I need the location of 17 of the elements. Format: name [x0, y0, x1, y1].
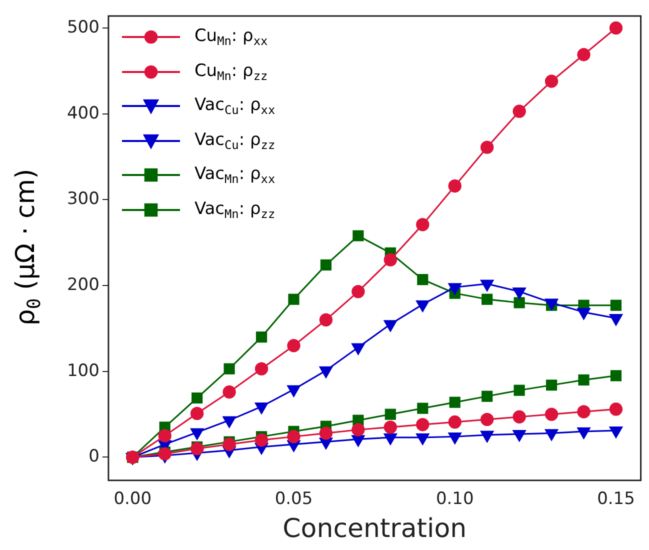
y-tick-label: 400 [66, 103, 100, 124]
y-tick-label: 200 [66, 274, 100, 295]
y-tick-label: 0 [88, 446, 100, 467]
x-tick-label: 0.10 [436, 489, 474, 510]
x-tick-label: 0.05 [274, 489, 313, 510]
legend-label: Cu$_{Mn}$: ρ$_{zz}$ [194, 60, 268, 83]
x-tick-label: 0.15 [597, 489, 635, 510]
legend-label: Vac$_{Mn}$: ρ$_{xx}$ [194, 164, 276, 186]
x-axis-title: Concentration [282, 514, 467, 544]
legend-label: Vac$_{Mn}$: ρ$_{zz}$ [194, 198, 276, 221]
y-tick-label: 100 [66, 360, 100, 381]
legend-label: Cu$_{Mn}$: ρ$_{xx}$ [194, 26, 268, 48]
y-tick-label: 300 [66, 189, 100, 210]
legend-label: Vac$_{Cu}$: ρ$_{zz}$ [194, 130, 276, 152]
y-tick-label: 500 [66, 17, 100, 38]
x-tick-label: 0.00 [114, 489, 152, 510]
legend-label: Vac$_{Cu}$: ρ$_{xx}$ [194, 95, 276, 118]
